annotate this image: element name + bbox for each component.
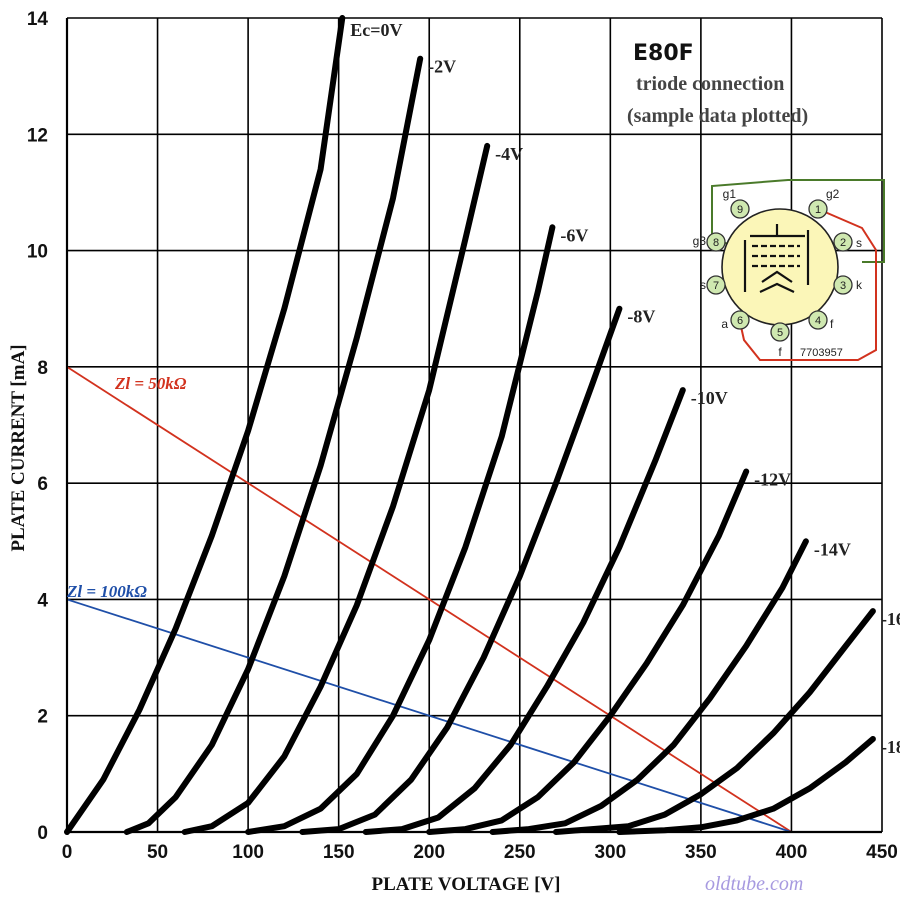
chart-subtitle-line-2: (sample data plotted) xyxy=(627,105,808,127)
x-tick-label: 300 xyxy=(594,842,626,863)
pin-number: 7 xyxy=(713,280,719,292)
pin-number: 1 xyxy=(815,204,821,216)
x-tick-label: 0 xyxy=(62,842,73,863)
pin-circle xyxy=(706,232,726,252)
chart-title: E80F xyxy=(633,41,694,66)
electrode-symbol xyxy=(743,224,810,293)
y-tick-label: 4 xyxy=(37,590,48,611)
curve-label: -12V xyxy=(754,470,791,490)
pin-circle xyxy=(770,322,790,342)
x-tick-label: 50 xyxy=(147,842,168,863)
curve-label: -4V xyxy=(495,144,523,164)
x-axis-title: PLATE VOLTAGE [V] xyxy=(372,874,561,895)
pin-label: f xyxy=(830,317,834,331)
curve-label: -6V xyxy=(560,225,588,245)
pin-label: g2 xyxy=(826,187,840,201)
pin-circle xyxy=(808,199,828,219)
x-tick-label: 150 xyxy=(323,842,355,863)
pin-number: 9 xyxy=(737,204,743,216)
pin-number: 5 xyxy=(777,327,783,339)
pin-number: 4 xyxy=(815,315,821,327)
plate-curve xyxy=(64,15,346,835)
plate-curve xyxy=(426,468,750,835)
pin-label: s xyxy=(700,278,706,292)
y-tick-label: 2 xyxy=(37,707,48,728)
curve-label: -18V xyxy=(881,737,900,757)
grid-lines xyxy=(66,17,883,833)
x-tick-label: 100 xyxy=(232,842,264,863)
curve-label: -8V xyxy=(627,307,655,327)
y-tick-label: 14 xyxy=(27,9,49,30)
chart-subtitle-line-1: triode connection xyxy=(636,73,784,95)
x-tick-label: 250 xyxy=(504,842,536,863)
plate-curve xyxy=(123,55,424,835)
curve-labels: Zl = 50kΩ Zl = 100kΩ Ec=0V -2V -4V -6V -8V -10V… xyxy=(66,20,900,757)
pin-circle xyxy=(730,310,750,330)
watermark-text: oldtube.com xyxy=(705,873,803,895)
curve-label: -2V xyxy=(428,57,456,77)
curve-label: Ec=0V xyxy=(350,20,402,40)
curve-label: -10V xyxy=(691,388,728,408)
plate-curve xyxy=(299,305,623,835)
pin-circle xyxy=(833,232,853,252)
x-tick-label: 450 xyxy=(866,842,898,863)
x-tick-label: 350 xyxy=(685,842,717,863)
pin-label: g3 xyxy=(693,234,707,248)
pin-number: 3 xyxy=(840,280,846,292)
pin-label: f xyxy=(778,345,782,359)
curve-label: -14V xyxy=(814,539,851,559)
pin-label: a xyxy=(721,317,728,331)
y-tick-label: 10 xyxy=(27,242,48,263)
pin-label: g1 xyxy=(723,187,737,201)
plate-curve xyxy=(181,142,491,835)
load-line xyxy=(66,366,792,833)
pin-circle xyxy=(808,310,828,330)
y-tick-label: 8 xyxy=(37,358,48,379)
y-tick-label: 12 xyxy=(27,125,48,146)
y-tick-label: 0 xyxy=(37,823,48,844)
plate-curve xyxy=(245,224,556,835)
pinout-wire-red xyxy=(739,208,877,361)
pin-number: 8 xyxy=(713,237,719,249)
x-tick-label: 200 xyxy=(413,842,445,863)
pin-label: s xyxy=(856,236,862,250)
pinout-part-number: 7703957 xyxy=(800,347,843,359)
pin-circle xyxy=(833,275,853,295)
y-axis-title: PLATE CURRENT [mA] xyxy=(8,344,29,551)
pin-number: 6 xyxy=(737,315,743,327)
pin-circle xyxy=(730,199,750,219)
pin-number: 2 xyxy=(840,237,846,249)
pin-label: k xyxy=(856,278,863,292)
load-line-label: Zl = 50kΩ xyxy=(114,374,187,393)
load-lines xyxy=(66,366,792,833)
plate-curves xyxy=(64,15,876,835)
load-line xyxy=(66,598,792,833)
x-tick-label: 400 xyxy=(776,842,808,863)
plate-curve xyxy=(489,538,809,835)
pin-circle xyxy=(706,275,726,295)
y-tick-label: 6 xyxy=(37,474,48,495)
plate-curve xyxy=(362,387,686,835)
load-line-label: Zl = 100kΩ xyxy=(66,582,147,601)
plate-curve xyxy=(553,608,876,835)
curve-label: -16V xyxy=(881,609,900,629)
plate-curve xyxy=(616,736,876,835)
